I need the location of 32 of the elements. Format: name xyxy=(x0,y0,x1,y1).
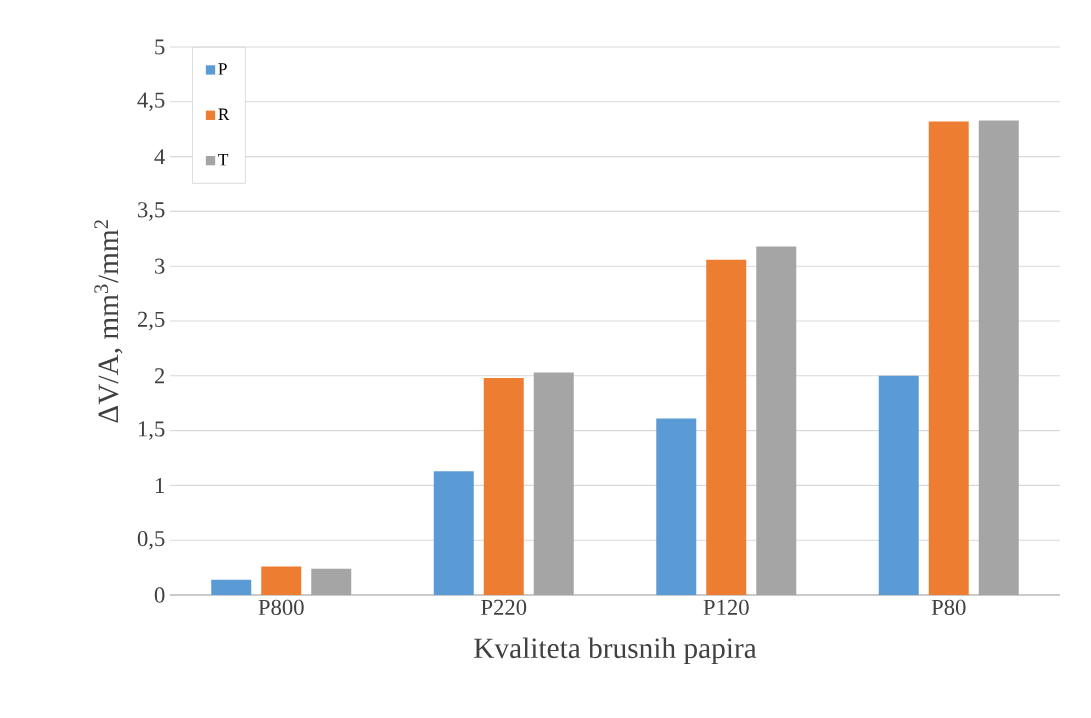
y-tick-label: 1,5 xyxy=(138,421,165,440)
bar xyxy=(756,246,797,595)
y-tick-label: 5 xyxy=(155,39,165,55)
bar xyxy=(978,120,1019,595)
x-axis-title: Kvaliteta brusnih papira xyxy=(474,637,757,665)
y-tick-label: 4 xyxy=(154,149,165,165)
legend-label: T xyxy=(218,153,229,166)
bar xyxy=(706,259,747,595)
legend-label: P xyxy=(218,63,227,75)
y-tick-label: 1 xyxy=(155,477,164,493)
y-tick-label: 2 xyxy=(154,368,165,384)
y-tick-label: 4,5 xyxy=(137,92,165,112)
bar xyxy=(533,372,574,595)
y-tick-label: 3 xyxy=(155,258,165,274)
x-tick-label: P220 xyxy=(481,599,527,616)
y-tick-label: 0 xyxy=(154,587,165,603)
y-tick-label: 0,5 xyxy=(137,530,165,550)
bar xyxy=(311,568,352,595)
legend-label: R xyxy=(218,108,230,120)
y-tick-label: 2,5 xyxy=(137,311,165,331)
y-tick-label: 3,5 xyxy=(138,202,165,221)
bar xyxy=(656,418,697,595)
bar xyxy=(878,375,919,595)
x-tick-label: P120 xyxy=(703,599,749,616)
bar xyxy=(433,471,474,595)
bar xyxy=(928,121,969,595)
y-axis-title: ΔV/A, mm$^{3}$/mm$^{2}$ xyxy=(94,220,123,423)
bar xyxy=(483,377,524,595)
x-tick-label: P800 xyxy=(258,599,304,616)
bar xyxy=(261,566,302,595)
x-tick-label: P80 xyxy=(931,599,966,616)
bar xyxy=(211,579,252,595)
